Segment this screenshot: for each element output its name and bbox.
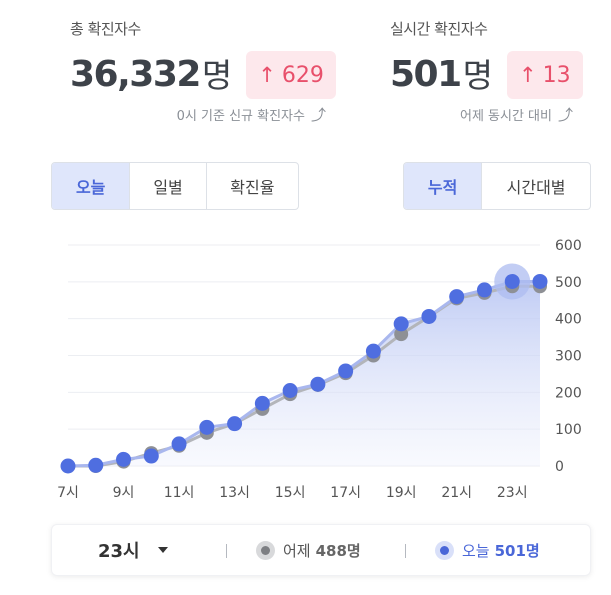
today-point	[171, 436, 187, 452]
today-point	[60, 458, 76, 474]
y-tick-label: 300	[555, 349, 582, 365]
today-point	[338, 363, 354, 379]
hour-select-value: 23시	[98, 541, 140, 562]
x-tick-label: 21시	[441, 485, 472, 501]
realtime-cases-delta-badge: ↑ 13	[507, 51, 583, 99]
yesterday-point	[394, 327, 409, 342]
y-tick-label: 0	[555, 459, 564, 475]
total-cases-label: 총 확진자수	[70, 20, 141, 38]
total-cases-panel: 총 확진자수 36,332 명 ↑ 629	[70, 18, 336, 99]
legend-today-label: 오늘	[462, 541, 490, 560]
today-point	[421, 308, 437, 324]
realtime-cases-delta-value: 13	[542, 62, 571, 88]
mode-tab-group: 누적 시간대별	[403, 162, 591, 210]
chart-footer: 23시 어제 488명 오늘 501명	[51, 524, 591, 576]
y-tick-label: 400	[555, 312, 582, 328]
today-area	[68, 281, 540, 466]
total-cases-unit: 명	[201, 55, 233, 95]
legend-yesterday-value: 488명	[315, 541, 361, 560]
legend-yesterday: 어제 488명	[256, 540, 361, 561]
today-point	[449, 289, 465, 305]
curved-arrow-icon: ⤴	[310, 106, 326, 124]
today-point	[254, 395, 270, 411]
total-cases-value: 36,332	[70, 54, 201, 95]
y-tick-label: 500	[555, 275, 582, 291]
x-tick-label: 19시	[386, 485, 417, 501]
tab-today[interactable]: 오늘	[52, 163, 130, 209]
today-point	[143, 448, 159, 464]
tab-hourly[interactable]: 시간대별	[481, 163, 590, 209]
x-tick-label: 23시	[497, 485, 528, 501]
realtime-cases-subtext[interactable]: 어제 동시간 대비 ⤴	[460, 104, 573, 125]
realtime-cases-sub-label: 어제 동시간 대비	[459, 109, 552, 124]
curved-arrow-icon: ⤴	[557, 106, 573, 124]
cases-line-chart[interactable]: 0 100 200 300 400 500 600 7시 9시 11시 13시 15시 17시 19시 21…	[0, 225, 611, 515]
divider	[226, 544, 227, 558]
divider	[405, 544, 406, 558]
legend-today: 오늘 501명	[435, 540, 540, 561]
y-tick-label: 100	[555, 422, 582, 438]
today-point	[227, 416, 243, 432]
today-point	[504, 273, 520, 289]
realtime-cases-unit: 명	[462, 55, 494, 95]
today-point	[199, 419, 215, 435]
today-point	[282, 382, 298, 398]
y-tick-label: 200	[555, 385, 582, 401]
today-point	[365, 343, 381, 359]
yesterday-dot-icon	[256, 540, 275, 560]
x-tick-label: 9시	[113, 485, 135, 501]
total-cases-sub-label: 0시 기준 신규 확진자수	[176, 109, 305, 124]
today-dot-icon	[435, 540, 454, 560]
view-tab-group: 오늘 일별 확진율	[51, 162, 299, 210]
x-tick-label: 11시	[164, 485, 195, 501]
tab-daily[interactable]: 일별	[129, 163, 205, 209]
x-tick-label: 13시	[219, 485, 250, 501]
x-tick-label: 17시	[330, 485, 361, 501]
today-point	[532, 273, 548, 289]
arrow-up-icon: ↑	[258, 63, 276, 87]
today-point	[116, 451, 132, 467]
realtime-cases-label: 실시간 확진자수	[390, 20, 488, 38]
total-cases-subtext[interactable]: 0시 기준 신규 확진자수 ⤴	[177, 104, 326, 125]
today-point	[393, 316, 409, 332]
hour-select[interactable]: 23시	[98, 537, 168, 563]
total-cases-delta-badge: ↑ 629	[246, 51, 336, 99]
x-tick-label: 15시	[275, 485, 306, 501]
tab-cumulative[interactable]: 누적	[404, 163, 482, 209]
chevron-down-icon	[157, 547, 168, 553]
y-tick-label: 600	[555, 238, 582, 254]
today-point	[88, 457, 104, 473]
arrow-up-icon: ↑	[519, 63, 537, 87]
realtime-cases-value: 501	[390, 54, 462, 95]
tab-positive-rate[interactable]: 확진율	[205, 163, 298, 209]
legend-yesterday-label: 어제	[283, 541, 311, 560]
x-tick-label: 7시	[57, 485, 79, 501]
legend-today-value: 501명	[494, 541, 540, 560]
today-point	[476, 282, 492, 298]
today-point	[310, 376, 326, 392]
realtime-cases-panel: 실시간 확진자수 501 명 ↑ 13	[390, 18, 583, 99]
total-cases-delta-value: 629	[281, 62, 324, 88]
